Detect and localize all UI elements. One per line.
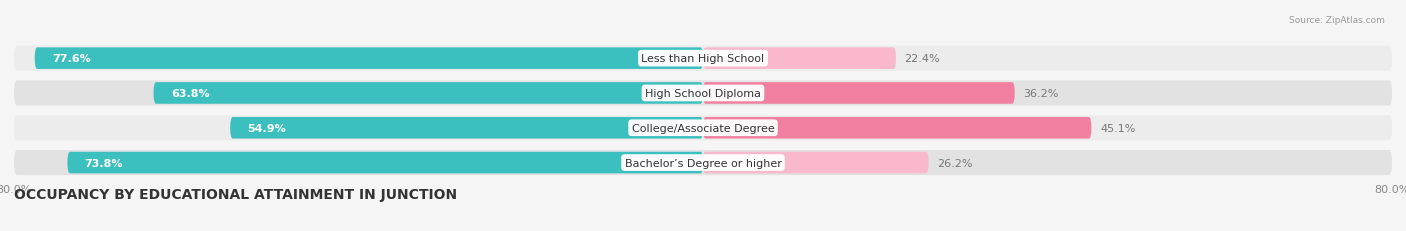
FancyBboxPatch shape	[14, 81, 1392, 106]
FancyBboxPatch shape	[14, 116, 1392, 141]
Text: College/Associate Degree: College/Associate Degree	[631, 123, 775, 133]
Text: 77.6%: 77.6%	[52, 54, 91, 64]
FancyBboxPatch shape	[14, 46, 1392, 71]
Text: 54.9%: 54.9%	[247, 123, 287, 133]
Text: 26.2%: 26.2%	[938, 158, 973, 168]
Text: Less than High School: Less than High School	[641, 54, 765, 64]
FancyBboxPatch shape	[14, 150, 1392, 175]
FancyBboxPatch shape	[231, 118, 703, 139]
Text: Source: ZipAtlas.com: Source: ZipAtlas.com	[1289, 16, 1385, 25]
Text: OCCUPANCY BY EDUCATIONAL ATTAINMENT IN JUNCTION: OCCUPANCY BY EDUCATIONAL ATTAINMENT IN J…	[14, 187, 457, 201]
FancyBboxPatch shape	[703, 48, 896, 70]
FancyBboxPatch shape	[153, 83, 703, 104]
FancyBboxPatch shape	[703, 83, 1015, 104]
Text: 73.8%: 73.8%	[84, 158, 124, 168]
Text: High School Diploma: High School Diploma	[645, 88, 761, 99]
FancyBboxPatch shape	[67, 152, 703, 174]
Text: Bachelor’s Degree or higher: Bachelor’s Degree or higher	[624, 158, 782, 168]
FancyBboxPatch shape	[703, 118, 1091, 139]
FancyBboxPatch shape	[35, 48, 703, 70]
Text: 22.4%: 22.4%	[904, 54, 941, 64]
Text: 36.2%: 36.2%	[1024, 88, 1059, 99]
FancyBboxPatch shape	[703, 152, 928, 174]
Text: 63.8%: 63.8%	[170, 88, 209, 99]
Text: 45.1%: 45.1%	[1099, 123, 1136, 133]
